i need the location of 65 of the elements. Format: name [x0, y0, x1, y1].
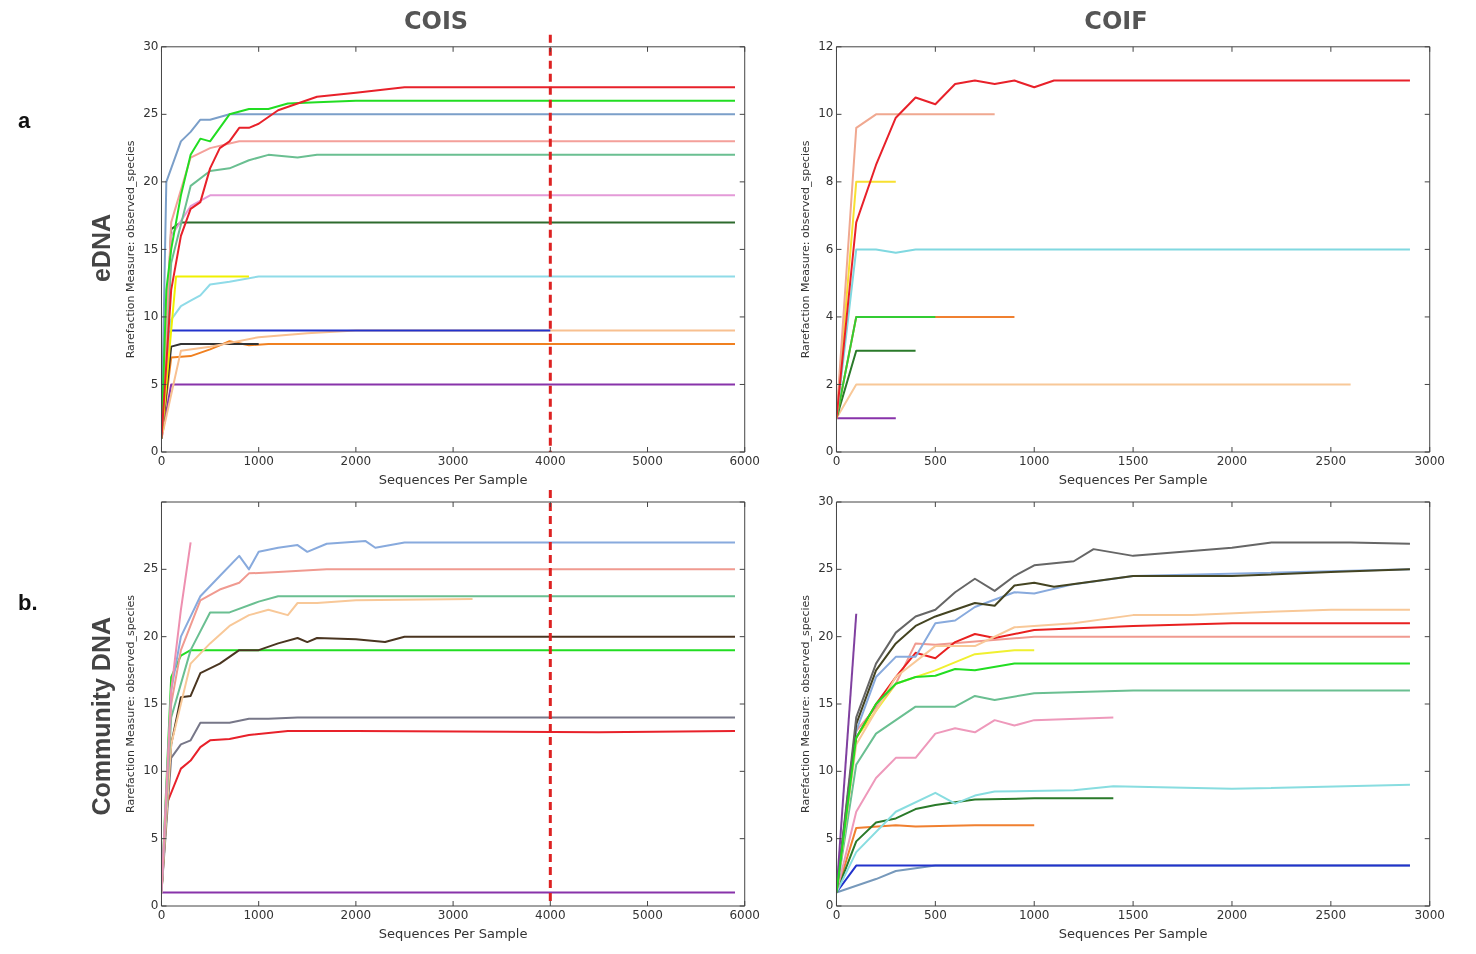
text: b. — [18, 590, 38, 616]
y-tick-label: 0 — [825, 898, 834, 913]
x-tick-label: 4000 — [535, 908, 566, 923]
x-axis-title: Sequences Per Sample — [378, 471, 528, 487]
y-tick-label: 8 — [825, 173, 834, 188]
x-tick-label: 1500 — [1117, 908, 1149, 923]
y-axis-title: Rarefaction Measure: observed_species — [124, 140, 138, 359]
y-tick-label: 25 — [818, 561, 834, 576]
x-tick-label: 2000 — [340, 454, 372, 469]
x-tick-label: 3000 — [437, 908, 469, 923]
y-tick-label: 5 — [825, 830, 834, 845]
x-axis-title: Sequences Per Sample — [1058, 471, 1208, 487]
chart-title: COIS — [403, 6, 469, 35]
y-tick-label: 6 — [825, 241, 834, 256]
x-tick-label: 3000 — [437, 454, 469, 469]
y-tick-label: 30 — [818, 494, 834, 509]
x-tick-label: 2000 — [340, 908, 372, 923]
x-tick-label: 3000 — [1414, 454, 1445, 469]
y-tick-label: 10 — [143, 763, 159, 778]
y-tick-label: 20 — [143, 173, 159, 188]
y-tick-label: 0 — [825, 444, 834, 459]
y-tick-label: 15 — [818, 696, 834, 711]
x-tick-label: 2500 — [1315, 454, 1347, 469]
text: eDNA — [86, 213, 116, 283]
y-axis-title: Rarefaction Measure: observed_species — [799, 594, 813, 813]
x-tick-label: 1000 — [243, 908, 274, 923]
x-tick-label: 2000 — [1216, 454, 1248, 469]
y-tick-label: 15 — [143, 696, 159, 711]
x-tick-label: 6000 — [729, 908, 760, 923]
y-tick-label: 20 — [818, 628, 834, 643]
x-axis-title: Sequences Per Sample — [1058, 925, 1208, 941]
y-tick-label: 25 — [143, 561, 159, 576]
x-tick-label: 6000 — [729, 454, 760, 469]
y-tick-label: 10 — [818, 763, 834, 778]
y-tick-label: 15 — [143, 241, 159, 256]
y-tick-label: 12 — [818, 38, 834, 53]
x-tick-label: 5000 — [632, 908, 663, 923]
x-tick-label: 500 — [923, 908, 947, 923]
x-tick-label: 1000 — [1018, 908, 1050, 923]
y-tick-label: 5 — [150, 376, 159, 391]
x-tick-label: 2000 — [1216, 908, 1248, 923]
y-tick-label: 10 — [143, 309, 159, 324]
y-tick-label: 4 — [825, 309, 834, 324]
y-tick-label: 0 — [150, 898, 159, 913]
y-tick-label: 5 — [150, 830, 159, 845]
y-tick-label: 20 — [143, 628, 159, 643]
x-axis-title: Sequences Per Sample — [378, 925, 528, 941]
y-axis-title: Rarefaction Measure: observed_species — [799, 140, 813, 359]
y-axis-title: Rarefaction Measure: observed_species — [124, 594, 138, 813]
x-tick-label: 500 — [923, 454, 947, 469]
x-tick-label: 5000 — [632, 454, 663, 469]
y-tick-label: 0 — [150, 444, 159, 459]
chart-title: COIF — [1084, 6, 1148, 35]
x-tick-label: 1500 — [1117, 454, 1149, 469]
y-tick-label: 30 — [143, 38, 159, 53]
x-tick-label: 3000 — [1414, 908, 1445, 923]
x-tick-label: 1000 — [243, 454, 274, 469]
x-tick-label: 2500 — [1315, 908, 1347, 923]
y-tick-label: 2 — [825, 376, 834, 391]
y-tick-label: 25 — [143, 106, 159, 121]
x-tick-label: 1000 — [1018, 454, 1050, 469]
x-tick-label: 4000 — [535, 454, 566, 469]
text: a — [18, 108, 31, 134]
y-tick-label: 10 — [818, 106, 834, 121]
text: Community DNA — [86, 616, 116, 816]
